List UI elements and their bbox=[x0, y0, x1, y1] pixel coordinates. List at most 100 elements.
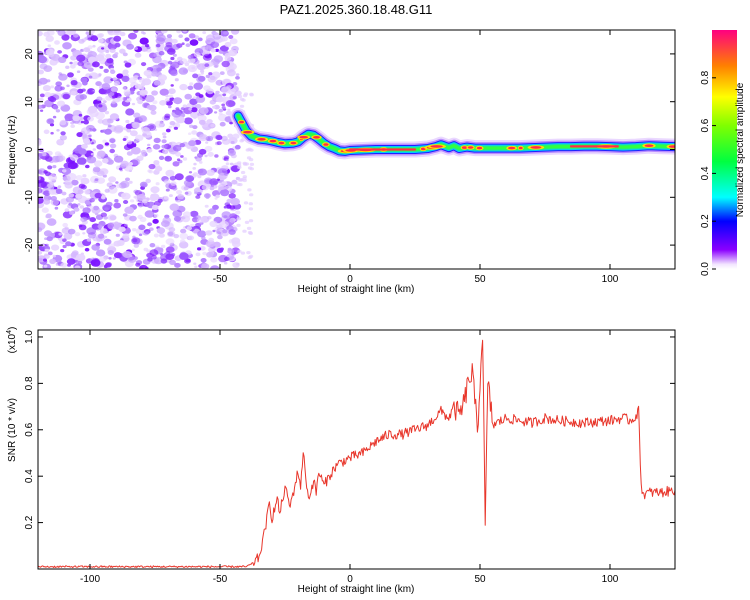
noise-speckle bbox=[173, 216, 182, 222]
noise-speckle bbox=[90, 259, 101, 267]
noise-speckle bbox=[80, 120, 84, 124]
noise-speckle bbox=[148, 163, 156, 170]
noise-speckle bbox=[109, 143, 117, 149]
noise-speckle bbox=[38, 227, 43, 233]
noise-speckle bbox=[100, 195, 106, 200]
noise-speckle bbox=[242, 175, 247, 179]
noise-speckle bbox=[89, 217, 96, 223]
ridge-peak bbox=[239, 120, 244, 124]
noise-speckle bbox=[87, 51, 97, 59]
noise-speckle bbox=[82, 48, 87, 52]
noise-speckle bbox=[223, 205, 228, 209]
noise-speckle bbox=[150, 186, 160, 194]
noise-speckle bbox=[228, 229, 236, 235]
noise-speckle bbox=[50, 85, 55, 89]
noise-speckle bbox=[214, 111, 218, 114]
noise-speckle bbox=[197, 247, 202, 251]
noise-speckle bbox=[46, 236, 53, 242]
noise-speckle bbox=[213, 241, 221, 248]
noise-speckle bbox=[44, 248, 50, 253]
noise-speckle bbox=[92, 166, 101, 173]
noise-speckle bbox=[69, 154, 79, 161]
noise-speckle bbox=[229, 217, 236, 223]
noise-speckle bbox=[188, 33, 196, 39]
noise-speckle bbox=[107, 250, 115, 255]
noise-speckle bbox=[114, 42, 121, 48]
noise-speckle bbox=[239, 139, 244, 143]
noise-speckle bbox=[192, 96, 197, 99]
noise-speckle bbox=[225, 162, 230, 166]
noise-speckle bbox=[168, 125, 173, 129]
noise-speckle bbox=[67, 228, 76, 235]
noise-speckle bbox=[136, 194, 146, 201]
noise-speckle bbox=[162, 149, 169, 155]
noise-speckle bbox=[113, 202, 122, 209]
noise-speckle bbox=[126, 151, 133, 156]
noise-speckle bbox=[205, 230, 213, 236]
noise-speckle bbox=[138, 203, 143, 208]
noise-speckle bbox=[86, 238, 92, 242]
noise-speckle bbox=[104, 235, 108, 239]
spectrogram-x-tick-label: -50 bbox=[213, 274, 228, 285]
noise-speckle bbox=[73, 33, 79, 38]
noise-speckle bbox=[125, 177, 130, 182]
noise-speckle bbox=[138, 233, 143, 237]
noise-speckle bbox=[90, 35, 99, 42]
noise-speckle bbox=[182, 30, 188, 33]
noise-speckle bbox=[155, 166, 163, 172]
noise-speckle bbox=[101, 47, 105, 50]
noise-speckle bbox=[42, 85, 51, 92]
noise-speckle bbox=[153, 160, 160, 165]
noise-speckle bbox=[107, 222, 117, 230]
snr-y-tick-label: 0.2 bbox=[24, 515, 35, 529]
noise-speckle bbox=[141, 127, 151, 134]
noise-speckle bbox=[229, 162, 234, 166]
noise-speckle bbox=[65, 241, 72, 247]
noise-speckle bbox=[45, 156, 53, 162]
noise-speckle bbox=[62, 244, 67, 249]
noise-speckle bbox=[193, 262, 197, 265]
noise-speckle bbox=[52, 104, 59, 110]
noise-speckle bbox=[38, 104, 43, 109]
noise-speckle bbox=[243, 201, 249, 205]
noise-speckle bbox=[122, 233, 130, 239]
noise-speckle bbox=[157, 198, 163, 203]
noise-speckle bbox=[114, 125, 124, 133]
noise-speckle bbox=[133, 112, 141, 119]
noise-speckle bbox=[82, 207, 91, 214]
noise-speckle bbox=[131, 248, 135, 252]
noise-speckle bbox=[167, 231, 174, 236]
noise-speckle bbox=[174, 262, 181, 268]
noise-speckle bbox=[103, 76, 113, 84]
noise-speckle bbox=[181, 215, 191, 223]
noise-speckle bbox=[195, 156, 203, 162]
colorbar-tick-label: 0.6 bbox=[700, 118, 711, 132]
noise-speckle bbox=[82, 138, 91, 144]
noise-speckle bbox=[56, 129, 60, 132]
noise-speckle bbox=[66, 258, 76, 265]
noise-speckle bbox=[46, 218, 57, 226]
noise-speckle bbox=[61, 191, 67, 196]
noise-speckle bbox=[66, 173, 77, 181]
noise-speckle bbox=[70, 80, 78, 86]
noise-speckle bbox=[140, 149, 147, 155]
noise-speckle bbox=[101, 118, 111, 126]
noise-speckle bbox=[170, 181, 177, 187]
noise-speckle bbox=[159, 88, 169, 96]
noise-speckle bbox=[144, 266, 149, 269]
noise-speckle bbox=[221, 106, 226, 110]
noise-speckle bbox=[121, 193, 127, 198]
noise-speckle bbox=[235, 76, 240, 80]
noise-speckle bbox=[173, 126, 178, 130]
noise-speckle bbox=[113, 80, 121, 86]
noise-speckle bbox=[143, 247, 149, 252]
noise-speckle bbox=[114, 52, 119, 56]
snr-y-tick-label: 0.4 bbox=[24, 469, 35, 483]
noise-speckle bbox=[96, 33, 103, 39]
noise-speckle bbox=[123, 144, 132, 151]
noise-speckle bbox=[232, 133, 240, 139]
noise-speckle bbox=[95, 112, 105, 120]
noise-speckle bbox=[152, 218, 159, 224]
noise-speckle bbox=[165, 238, 175, 246]
noise-speckle bbox=[151, 71, 158, 77]
